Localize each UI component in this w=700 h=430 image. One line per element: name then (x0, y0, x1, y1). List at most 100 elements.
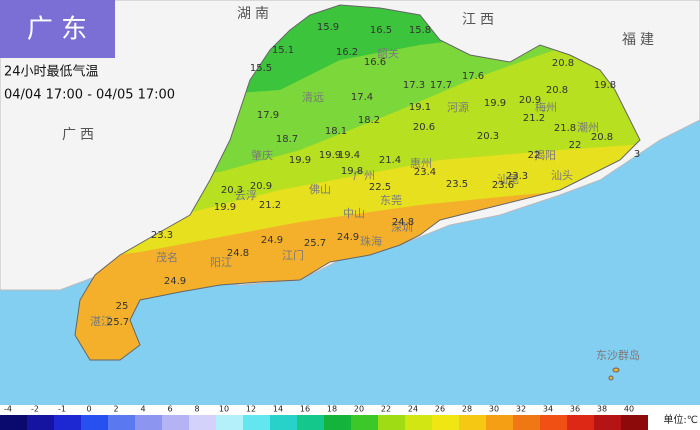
city-label: 珠海 (360, 234, 382, 248)
legend-swatch (513, 415, 540, 430)
legend-swatch (324, 415, 351, 430)
station-value: 20.3 (221, 185, 243, 196)
region-label: 江西 (462, 12, 498, 28)
legend-tick: 2 (113, 405, 118, 414)
legend-tick: 30 (489, 405, 499, 414)
legend-swatch (135, 415, 162, 430)
station-value: 15.1 (272, 45, 294, 56)
legend-tick: 24 (408, 405, 418, 414)
station-value: 24.9 (261, 235, 283, 246)
legend-swatch (189, 415, 216, 430)
city-label: 佛山 (309, 183, 331, 196)
legend-tick: -2 (31, 405, 39, 414)
legend-swatch (621, 415, 648, 430)
city-label: 河源 (447, 100, 469, 114)
station-value: 16.6 (364, 57, 386, 68)
station-value: 24.8 (392, 217, 414, 228)
station-value: 24.9 (337, 232, 359, 243)
station-value: 15.8 (409, 25, 431, 36)
city-label: 云浮 (235, 189, 257, 202)
city-label: 深圳 (391, 221, 413, 234)
city-label: 东沙群岛 (596, 348, 640, 362)
city-label: 湛江 (90, 315, 112, 328)
station-value: 19.8 (341, 166, 363, 177)
region-label: 湖南 (237, 6, 273, 22)
station-value: 17.4 (351, 92, 373, 103)
station-value: 20.6 (413, 122, 435, 133)
subtitle: 24小时最低气温 (4, 64, 99, 80)
legend-swatch (81, 415, 108, 430)
city-label: 汕尾 (497, 173, 519, 186)
station-value: 17.6 (462, 71, 484, 82)
legend-swatch (432, 415, 459, 430)
station-value: 23.3 (151, 230, 173, 241)
city-label: 揭阳 (534, 148, 556, 162)
station-value: 25 (116, 301, 129, 312)
legend-swatch (243, 415, 270, 430)
station-value: 20.9 (250, 181, 272, 192)
legend-tick: 12 (246, 405, 256, 414)
city-label: 茂名 (156, 250, 178, 264)
city-label: 韶关 (377, 46, 399, 60)
legend-tick: 32 (516, 405, 526, 414)
city-label: 东莞 (380, 194, 402, 207)
station-value: 17.3 (403, 80, 425, 91)
station-value: 18.7 (276, 134, 298, 145)
city-label: 阳江 (210, 256, 232, 269)
island (608, 375, 614, 381)
station-value: 17.9 (257, 110, 279, 121)
legend-swatch (405, 415, 432, 430)
legend-swatch (297, 415, 324, 430)
station-value: 15.9 (317, 22, 339, 33)
legend-swatch (216, 415, 243, 430)
legend-swatch (0, 415, 27, 430)
legend-swatch (378, 415, 405, 430)
legend-tick: 4 (140, 405, 145, 414)
station-value: 20.3 (477, 131, 499, 142)
legend-tick: 18 (327, 405, 337, 414)
legend-tick: 6 (167, 405, 172, 414)
legend-tick: 14 (273, 405, 283, 414)
city-label: 江门 (282, 248, 304, 262)
station-value: 17.7 (430, 80, 452, 91)
station-value: 19.9 (289, 155, 311, 166)
station-value: 18.1 (325, 126, 347, 137)
station-value: 23.5 (446, 179, 468, 190)
city-label: 汕头 (551, 169, 573, 182)
station-value: 19.9 (319, 150, 341, 161)
legend-swatch (567, 415, 594, 430)
station-value: 25.7 (304, 238, 326, 249)
station-value: 20.8 (591, 132, 613, 143)
station-value: 21.8 (554, 123, 576, 134)
legend-swatch (594, 415, 621, 430)
station-value: 15.5 (250, 63, 272, 74)
region-label: 福建 (622, 32, 658, 48)
legend-tick: 34 (543, 405, 553, 414)
station-value: 16.2 (336, 47, 358, 58)
island (612, 367, 620, 373)
city-label: 潮州 (577, 120, 599, 134)
city-label: 广州 (353, 169, 375, 182)
station-value: 21.2 (523, 113, 545, 124)
legend-tick: 8 (194, 405, 199, 414)
legend-tick: 36 (570, 405, 580, 414)
legend-tick: 0 (86, 405, 91, 414)
province-border (74, 4, 641, 361)
legend-swatch (486, 415, 513, 430)
legend-tick: -1 (58, 405, 66, 414)
station-value: 21.4 (379, 155, 401, 166)
station-value: 20.8 (546, 85, 568, 96)
station-value: 24.8 (227, 248, 249, 259)
station-value: 23.6 (492, 180, 514, 191)
station-value: 25.7 (107, 317, 129, 328)
legend-swatch (270, 415, 297, 430)
legend-swatch (540, 415, 567, 430)
legend-swatch (459, 415, 486, 430)
legend-swatch (162, 415, 189, 430)
station-value: 22 (569, 140, 582, 151)
city-label: 清远 (302, 91, 324, 104)
period: 04/04 17:00 - 04/05 17:00 (4, 88, 175, 103)
legend-tick: 10 (219, 405, 229, 414)
legend-tick: 38 (597, 405, 607, 414)
